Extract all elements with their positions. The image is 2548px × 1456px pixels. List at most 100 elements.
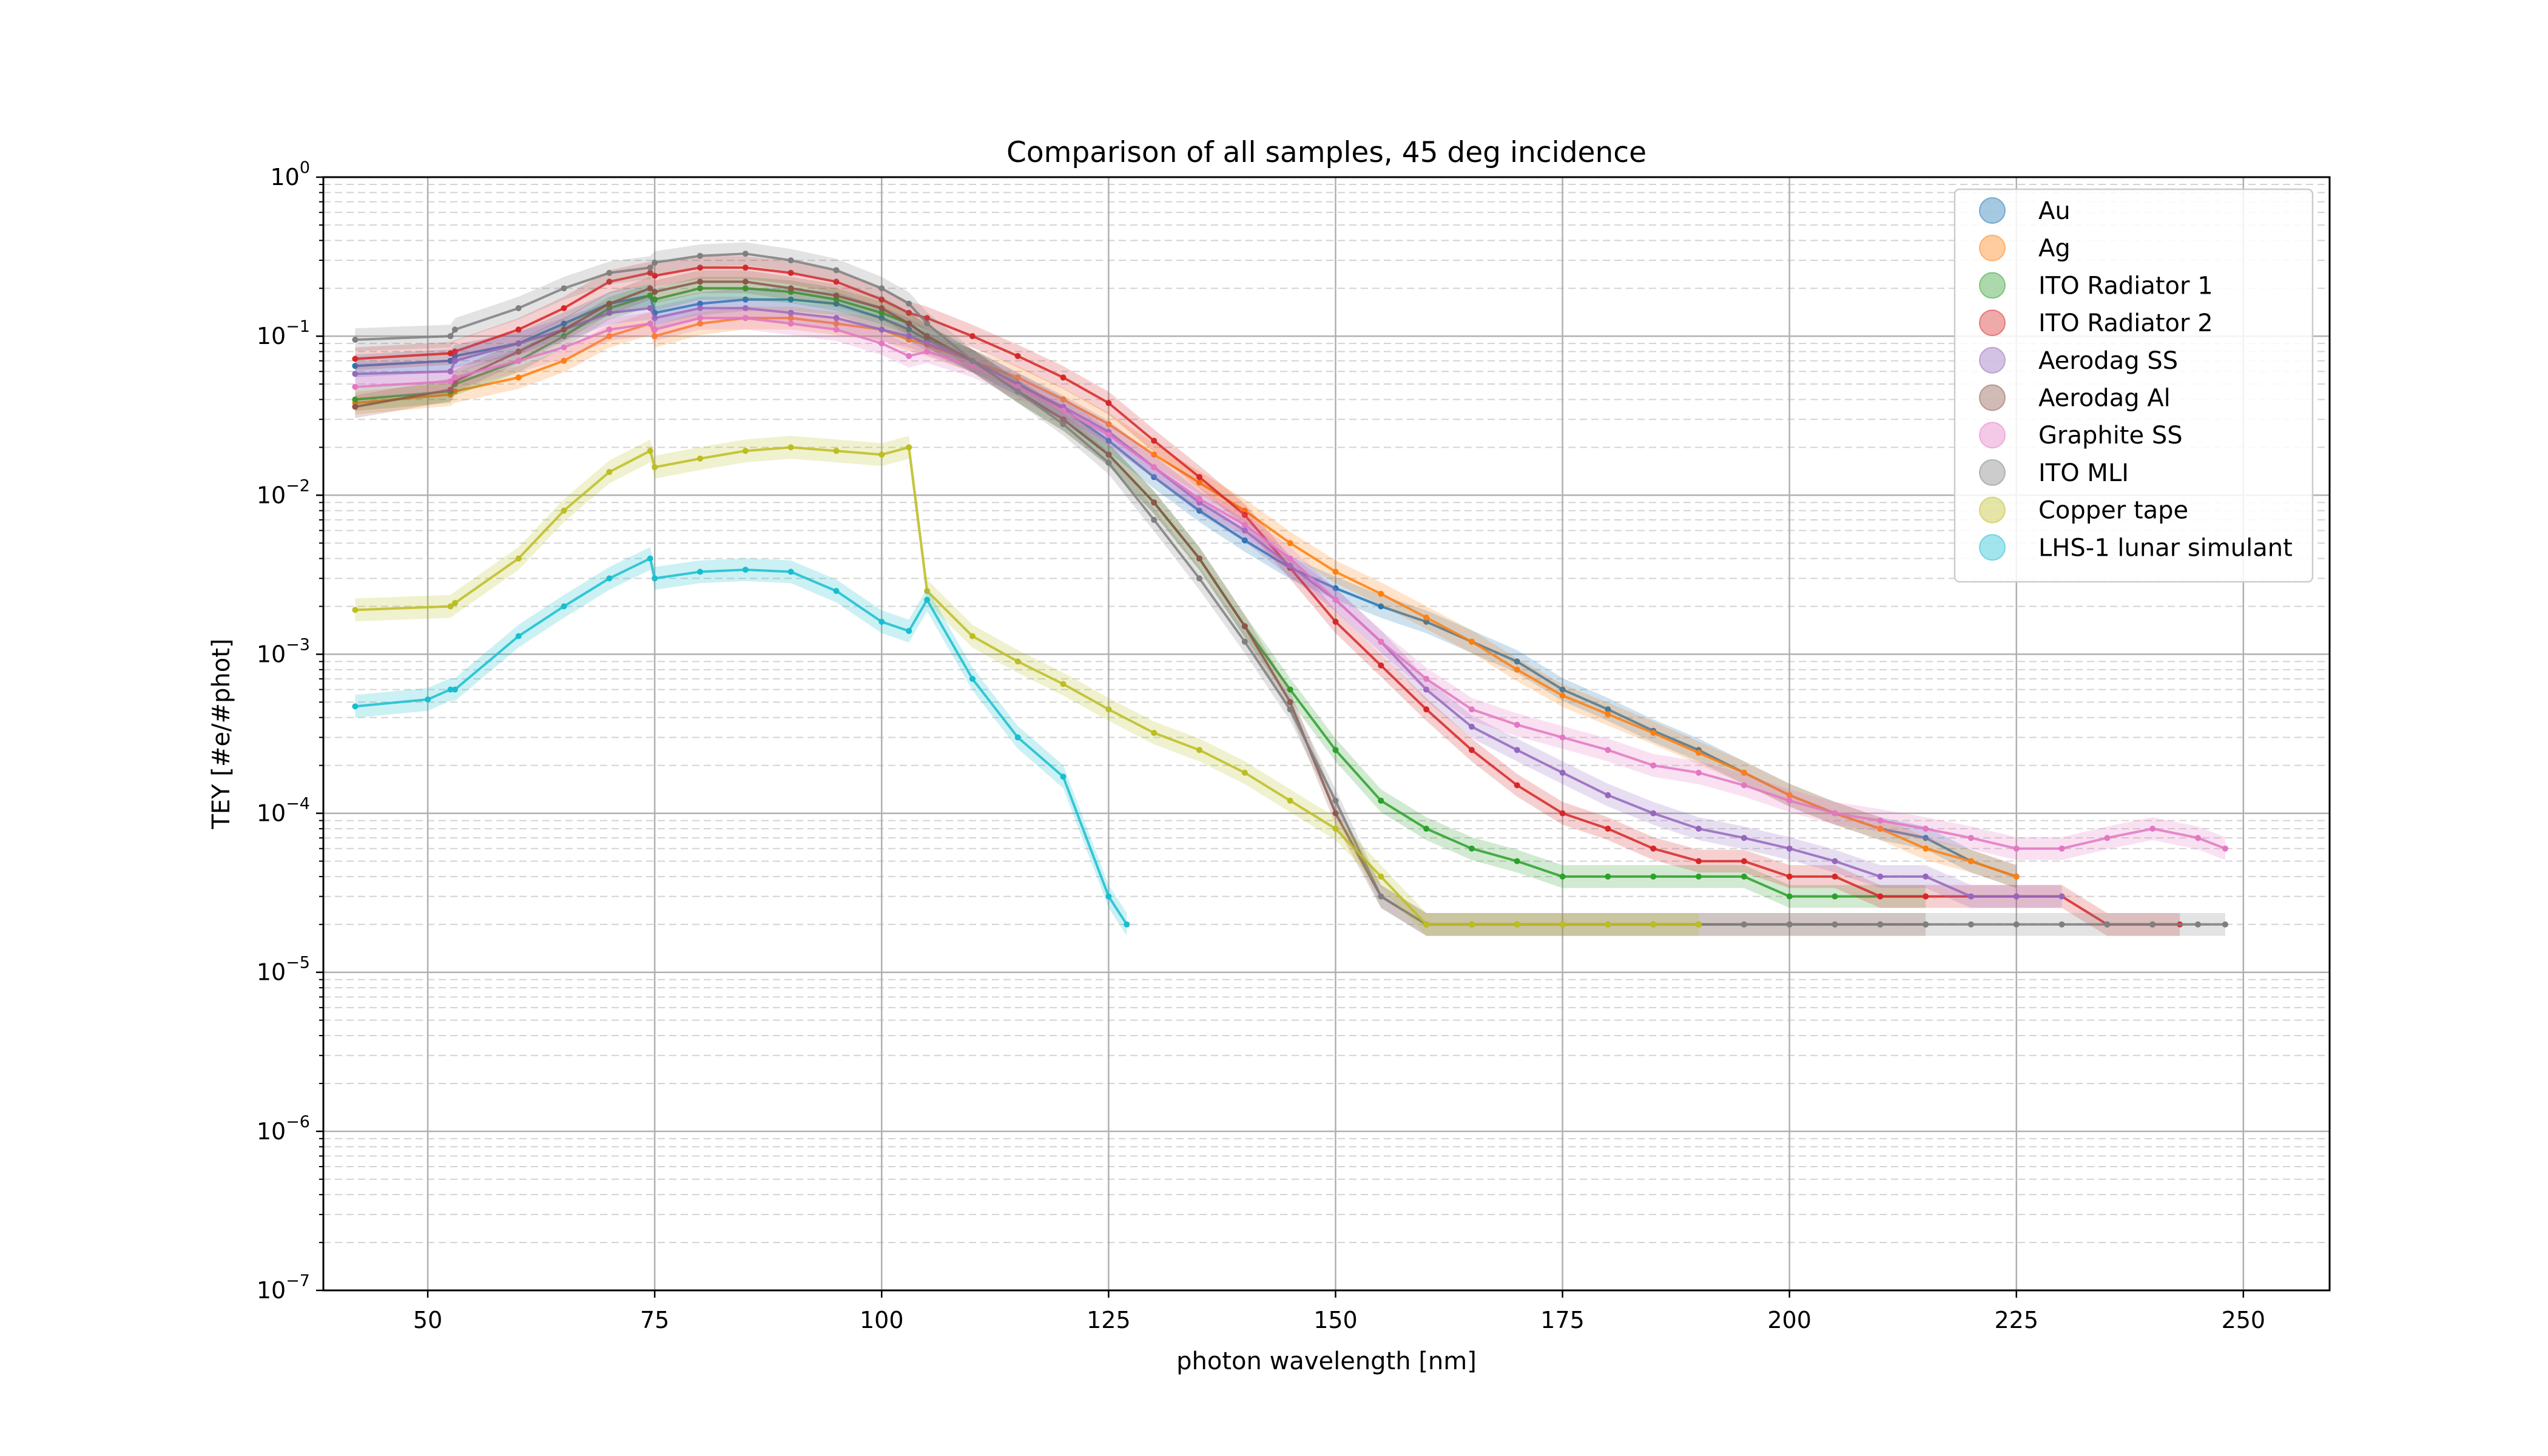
data-point (1468, 747, 1475, 753)
x-tick-label: 175 (1540, 1307, 1585, 1333)
data-point (606, 269, 613, 276)
legend-item: ITO Radiator 1 (1979, 272, 2213, 300)
data-point (833, 448, 840, 454)
data-point (1923, 826, 1929, 832)
data-point (1786, 792, 1793, 798)
data-point (878, 305, 885, 311)
data-point (447, 386, 454, 393)
data-point (561, 507, 567, 514)
data-point (1060, 421, 1067, 428)
data-point (1332, 797, 1339, 804)
data-point (1332, 747, 1339, 753)
chart-title: Comparison of all samples, 45 deg incide… (1006, 136, 1646, 169)
legend-label: Ag (2038, 235, 2071, 263)
data-point (1605, 921, 1611, 928)
legend-label: ITO MLI (2038, 459, 2129, 487)
data-point (1196, 474, 1202, 480)
data-point (452, 348, 458, 355)
data-point (1241, 522, 1248, 528)
data-point (515, 340, 522, 347)
data-point (1559, 810, 1566, 817)
data-point (352, 403, 359, 410)
data-point (606, 575, 613, 582)
data-point (1967, 835, 1974, 841)
data-point (447, 368, 454, 375)
data-point (1696, 873, 1702, 880)
data-point (1196, 747, 1202, 753)
data-point (652, 259, 658, 266)
data-point (561, 344, 567, 351)
data-point (1514, 721, 1520, 728)
data-point (833, 300, 840, 307)
data-point (833, 588, 840, 595)
legend-label: Aerodag Al (2038, 385, 2171, 413)
data-point (878, 315, 885, 322)
data-point (425, 696, 431, 703)
data-point (969, 333, 976, 340)
data-point (1105, 437, 1112, 444)
data-point (2195, 835, 2201, 841)
data-point (1151, 437, 1158, 444)
y-tick-label: 10−3 (257, 635, 310, 667)
data-point (906, 320, 912, 327)
legend-item: ITO Radiator 2 (1979, 309, 2213, 337)
legend-swatch (1979, 309, 2006, 337)
data-point (1514, 658, 1520, 665)
data-point (1468, 845, 1475, 852)
y-tick-label: 10−7 (257, 1272, 310, 1304)
x-tick-label: 200 (1767, 1307, 1812, 1333)
data-point (1832, 873, 1838, 880)
data-point (606, 469, 613, 475)
data-point (697, 320, 703, 327)
data-point (352, 383, 359, 390)
data-point (924, 340, 931, 347)
data-point (1241, 638, 1248, 645)
data-point (1832, 921, 1838, 928)
data-point (352, 607, 359, 613)
data-point (1877, 817, 1884, 824)
data-point (652, 272, 658, 279)
data-point (1967, 921, 1974, 928)
data-point (1124, 921, 1130, 928)
data-point (1786, 893, 1793, 900)
data-point (1105, 431, 1112, 438)
data-point (1151, 451, 1158, 458)
legend-item: Ag (1979, 234, 2071, 263)
data-point (1468, 921, 1475, 928)
data-point (878, 618, 885, 625)
data-point (2104, 921, 2111, 928)
data-point (1605, 873, 1611, 880)
data-point (1423, 706, 1430, 713)
data-point (1741, 782, 1747, 789)
data-point (1605, 711, 1611, 718)
data-point (647, 292, 653, 299)
legend-frame (1953, 188, 2314, 583)
data-point (447, 333, 454, 340)
data-point (2104, 835, 2111, 841)
data-point (2013, 845, 2020, 852)
data-point (787, 315, 794, 322)
data-point (652, 315, 658, 322)
data-point (452, 352, 458, 359)
data-point (647, 320, 653, 327)
data-point (924, 333, 931, 340)
data-point (878, 309, 885, 316)
data-point (1877, 826, 1884, 832)
series-line (355, 317, 2226, 850)
legend-label: Au (2038, 197, 2071, 225)
data-point (647, 265, 653, 271)
data-point (924, 320, 931, 327)
data-point (697, 568, 703, 575)
data-point (647, 305, 653, 311)
data-point (1196, 555, 1202, 562)
data-point (652, 326, 658, 333)
data-point (1423, 615, 1430, 621)
data-point (2058, 893, 2065, 900)
data-point (1786, 921, 1793, 928)
data-point (452, 357, 458, 364)
data-point (833, 292, 840, 299)
data-point (833, 320, 840, 327)
data-point (2013, 893, 2020, 900)
data-point (787, 309, 794, 316)
x-tick-label: 125 (1087, 1307, 1131, 1333)
